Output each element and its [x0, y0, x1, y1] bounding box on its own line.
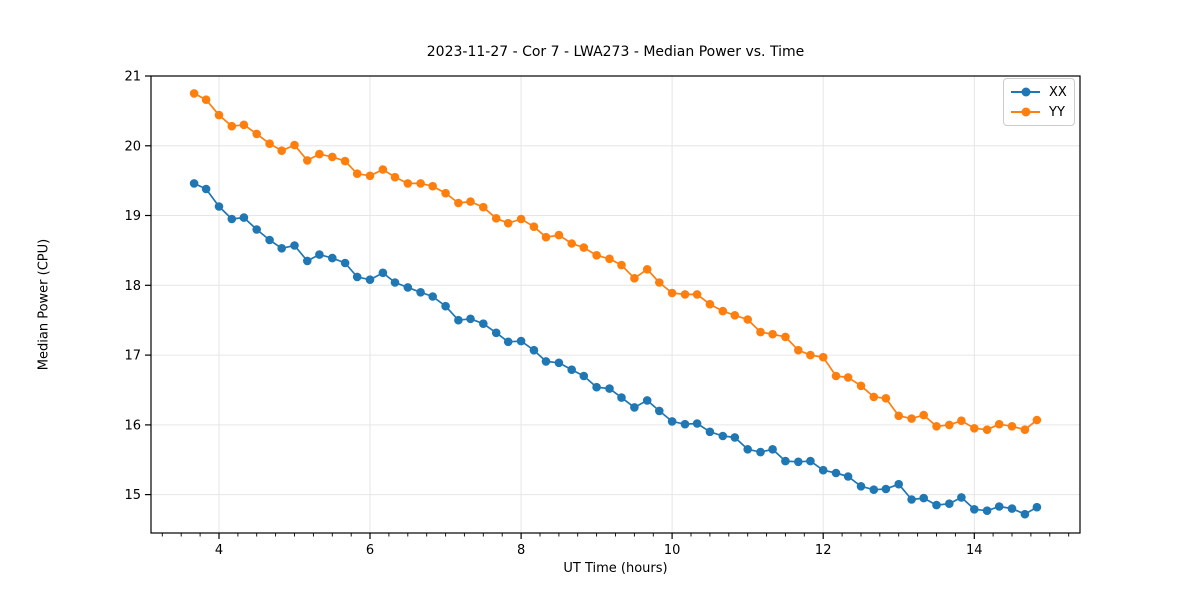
legend-item-xx: XX [1011, 83, 1067, 101]
chart-title: 2023-11-27 - Cor 7 - LWA273 - Median Pow… [426, 44, 805, 60]
x-axis-minor-ticks [161, 533, 1070, 537]
svg-text:8: 8 [517, 543, 525, 558]
series-XX-markers [189, 179, 1042, 519]
svg-text:21: 21 [124, 70, 141, 85]
legend: XX YY [1003, 78, 1075, 126]
series-YY-markers [189, 89, 1042, 435]
svg-text:10: 10 [664, 543, 681, 558]
legend-dot-xx [1021, 87, 1030, 97]
x-axis-tick-labels: 4 6 8 10 12 14 [215, 543, 983, 558]
legend-line-marker-xx [1011, 87, 1040, 97]
series-YY-line [193, 92, 1038, 431]
svg-text:17: 17 [124, 349, 141, 364]
svg-text:14: 14 [966, 543, 983, 558]
svg-text:19: 19 [124, 209, 141, 224]
y-axis-label: Median Power (CPU) [36, 238, 52, 371]
x-axis-label: UT Time (hours) [563, 561, 668, 576]
legend-dot-yy [1021, 107, 1030, 117]
legend-label-yy: YY [1049, 104, 1065, 120]
svg-text:16: 16 [124, 418, 141, 433]
y-axis-tick-labels: 15 16 17 18 19 20 21 [124, 70, 141, 504]
svg-text:15: 15 [124, 488, 141, 503]
legend-item-yy: YY [1011, 103, 1067, 121]
svg-text:20: 20 [124, 139, 141, 154]
legend-label-xx: XX [1049, 84, 1067, 100]
series-XX-line [193, 182, 1038, 516]
x-axis-ticks [218, 533, 975, 539]
svg-text:18: 18 [124, 279, 141, 294]
svg-text:4: 4 [215, 543, 223, 558]
svg-text:12: 12 [815, 543, 832, 558]
y-axis-ticks [145, 75, 151, 496]
legend-line-marker-yy [1011, 107, 1040, 117]
svg-text:6: 6 [366, 543, 374, 558]
